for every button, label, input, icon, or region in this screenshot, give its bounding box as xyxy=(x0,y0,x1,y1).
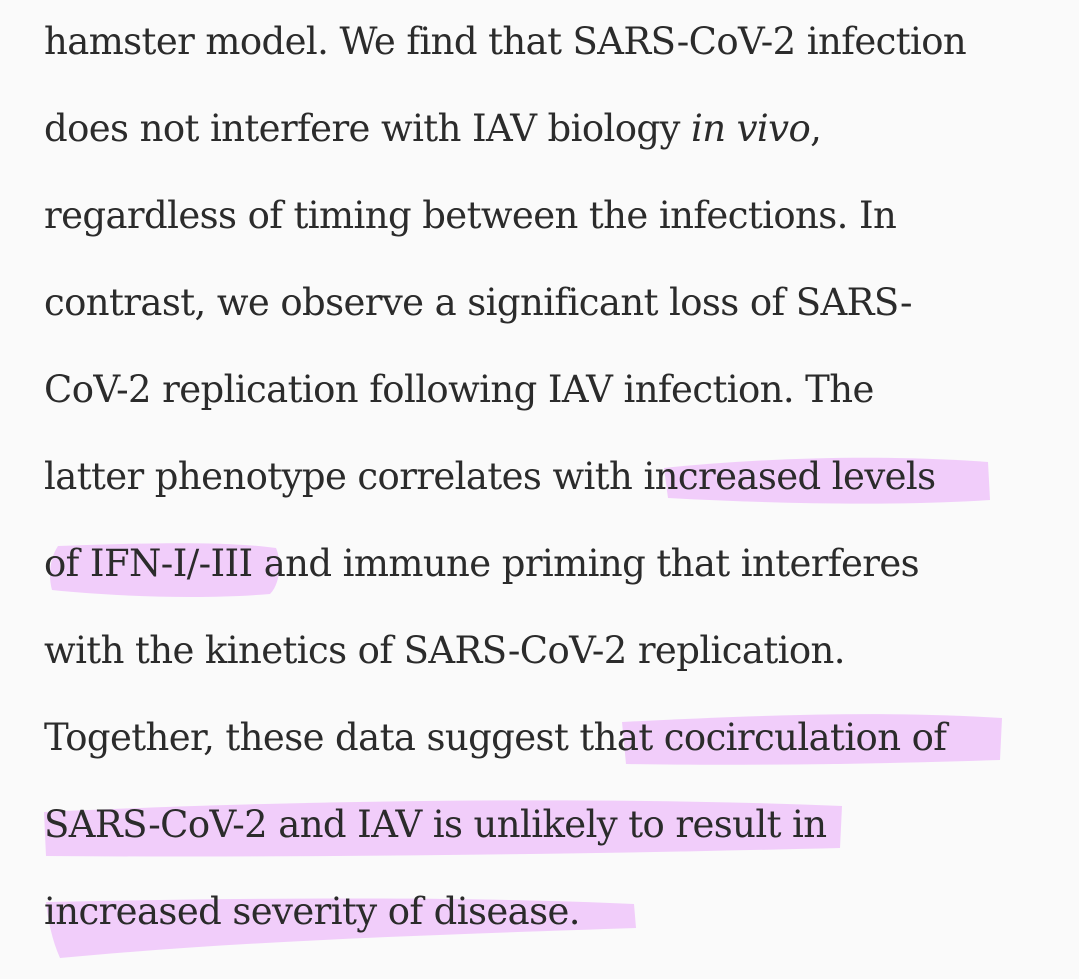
text-line: increased severity of disease. xyxy=(44,890,581,933)
text-line: regardless of timing between the infecti… xyxy=(44,194,897,237)
text-line: Together, these data suggest that cocirc… xyxy=(44,716,947,759)
text-line: with the kinetics of SARS-CoV-2 replicat… xyxy=(44,629,846,672)
text-line: contrast, we observe a significant loss … xyxy=(44,281,913,324)
text-span: , xyxy=(810,107,822,150)
text-line: of IFN-I/-III and immune priming that in… xyxy=(44,542,920,585)
text-span: does not interfere with IAV biology xyxy=(44,107,691,150)
text-line: does not interfere with IAV biology in v… xyxy=(44,107,822,151)
text-line: CoV-2 replication following IAV infectio… xyxy=(44,368,874,411)
italic-in-vivo: in vivo xyxy=(690,107,811,150)
text-line: latter phenotype correlates with increas… xyxy=(44,455,936,498)
text-line: SARS-CoV-2 and IAV is unlikely to result… xyxy=(44,803,827,846)
text-line: hamster model. We find that SARS-CoV-2 i… xyxy=(44,20,967,63)
